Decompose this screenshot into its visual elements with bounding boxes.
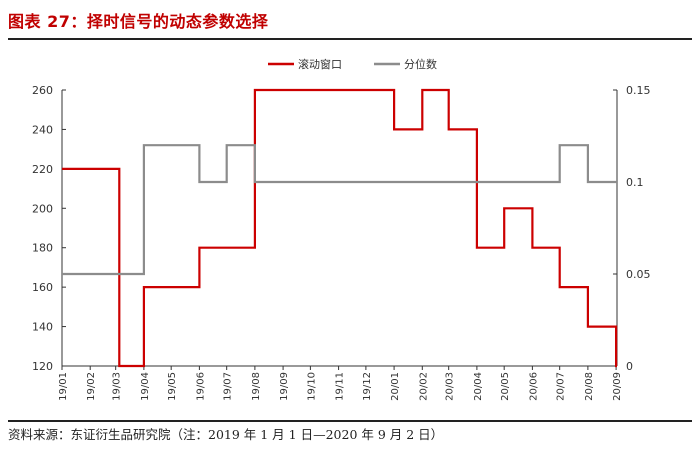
source-note: 资料来源：东证衍生品研究院（注：2019 年 1 月 1 日—2020 年 9 …: [8, 427, 444, 442]
legend-label-quantile: 分位数: [404, 57, 437, 71]
title-rule: [8, 38, 692, 40]
y-left-tick-label: 220: [32, 163, 53, 176]
x-tick-label: 19/10: [306, 372, 317, 401]
x-tick-label: 20/02: [418, 372, 429, 401]
series-line-quantile: [62, 144, 617, 276]
figure-title: 图表 27：择时信号的动态参数选择: [8, 12, 269, 31]
x-tick-label: 20/08: [584, 372, 595, 401]
y-left-tick-label: 200: [32, 202, 53, 215]
x-tick-label: 19/12: [362, 372, 373, 401]
y-left-tick-label: 240: [32, 123, 53, 136]
x-tick-label: 19/02: [86, 372, 97, 401]
x-tick-label: 19/11: [335, 372, 346, 401]
x-tick-label: 19/03: [112, 372, 123, 401]
x-tick-label: 19/04: [140, 372, 151, 401]
x-tick-label: 19/01: [58, 372, 69, 401]
legend-label-window: 滚动窗口: [298, 57, 342, 71]
x-tick-label: 19/05: [167, 372, 178, 401]
x-tick-label: 20/07: [556, 372, 567, 401]
y-left-tick-label: 180: [32, 242, 53, 255]
x-tick-label: 19/06: [195, 372, 206, 401]
dual-axis-step-chart: 120 140 160 180 200 220 240 260 0 0.05 0.1 0.15 19/0…: [32, 57, 651, 401]
source-rule: [8, 420, 692, 422]
y-left-tick-label: 260: [32, 84, 53, 97]
x-tick-label: 20/04: [473, 372, 484, 401]
y-right-tick-label: 0.05: [626, 268, 651, 281]
y-left-tick-label: 160: [32, 281, 53, 294]
x-tick-label: 20/05: [500, 372, 511, 401]
y-left-tick-label: 120: [32, 360, 53, 373]
x-tick-label: 19/09: [279, 372, 290, 401]
x-tick-label: 19/07: [223, 372, 234, 401]
y-right-tick-label: 0.15: [626, 84, 651, 97]
y-left-tick-label: 140: [32, 321, 53, 334]
x-tick-label: 20/03: [445, 372, 456, 401]
x-tick-label: 20/09: [612, 372, 623, 401]
y-right-tick-label: 0.1: [626, 176, 644, 189]
x-tick-label: 19/08: [251, 372, 262, 401]
series-line-window: [62, 88, 618, 368]
x-tick-label: 20/01: [390, 372, 401, 401]
y-right-tick-label: 0: [626, 360, 633, 373]
x-tick-label: 20/06: [528, 372, 539, 401]
